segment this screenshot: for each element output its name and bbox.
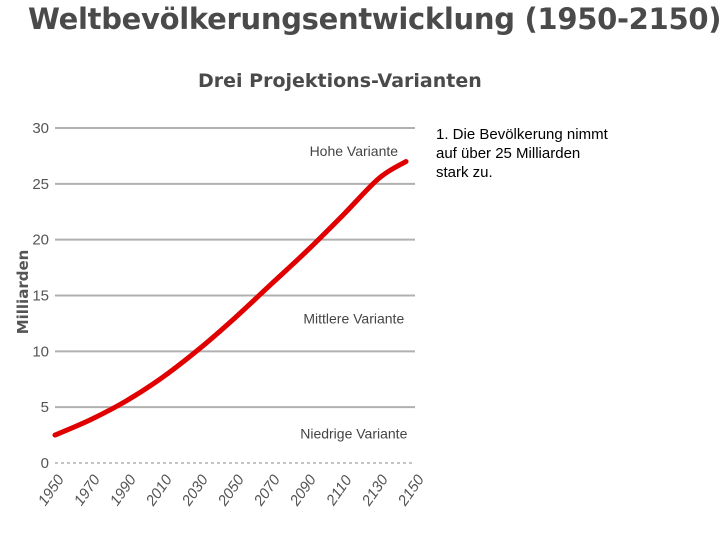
variant-label: Mittlere Variante	[303, 310, 404, 326]
variant-annotations: Hohe Variante Mittlere Variante Niedrige V…	[300, 143, 407, 442]
y-tick-label: 15	[32, 288, 49, 305]
page-title: Weltbevölkerungsentwicklung (1950-2150):	[28, 2, 720, 36]
x-tick-label: 2070	[250, 471, 284, 509]
x-tick-label: 2030	[178, 471, 212, 509]
y-tick-label: 30	[32, 120, 49, 137]
x-tick-label: 2010	[142, 471, 176, 509]
y-tick-label: 25	[32, 176, 49, 193]
x-tick-label: 2110	[323, 472, 356, 510]
x-tick-label: 2090	[286, 471, 320, 509]
y-tick-label: 20	[32, 232, 49, 249]
chart-subtitle: Drei Projektions-Varianten	[198, 70, 482, 92]
variant-label: Niedrige Variante	[300, 425, 407, 441]
x-tick-label: 2050	[214, 471, 248, 509]
series-line	[52, 159, 409, 438]
x-tick-label: 1990	[107, 471, 140, 509]
x-tick-label: 2150	[394, 471, 428, 509]
x-tick-labels: 1950 1970 1990 2010 2030 2050 2070 2090 2110 2130…	[35, 471, 428, 509]
y-tick-label: 5	[41, 399, 49, 416]
annotation-note: 1. Die Bevölkerung nimmt auf über 25 Mil…	[436, 126, 608, 181]
x-tick-label: 1970	[71, 471, 104, 509]
x-tick-label: 1950	[35, 471, 68, 509]
x-tick-label: 2130	[358, 471, 392, 509]
y-tick-labels: 0 5 10 15 20 25 30	[32, 120, 49, 472]
y-axis-label: Milliarden	[14, 250, 32, 335]
grid-lines	[55, 127, 415, 464]
y-tick-label: 0	[41, 455, 49, 472]
y-tick-label: 10	[32, 343, 49, 360]
series-layer	[52, 159, 409, 438]
variant-label: Hohe Variante	[310, 143, 399, 159]
